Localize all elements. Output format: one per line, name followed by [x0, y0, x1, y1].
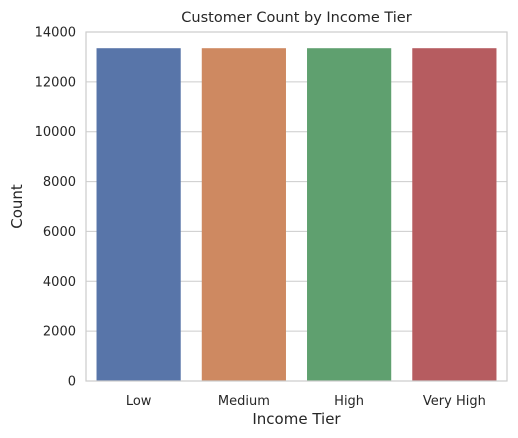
- y-tick-labels: 0 2000 4000 6000 8000 10000 12000 14000: [35, 26, 76, 390]
- y-tick-label-4: 8000: [43, 175, 76, 190]
- x-tick-label-2: High: [334, 394, 364, 409]
- y-tick-label-0: 0: [68, 375, 76, 390]
- y-tick-label-1: 2000: [43, 325, 76, 340]
- y-tick-label-3: 6000: [43, 225, 76, 240]
- bar-medium: [201, 48, 286, 381]
- y-tick-label-2: 4000: [43, 275, 76, 290]
- x-tick-labels: Low Medium High Very High: [126, 394, 486, 409]
- x-tick-label-1: Medium: [218, 394, 270, 409]
- chart-title: Customer Count by Income Tier: [181, 10, 411, 26]
- y-tick-label-5: 10000: [35, 125, 76, 140]
- x-tick-label-3: Very High: [423, 394, 486, 409]
- y-axis-label: Count: [8, 184, 26, 229]
- y-tick-label-7: 14000: [35, 26, 76, 41]
- bar-low: [96, 48, 181, 381]
- bar-very-high: [412, 48, 497, 381]
- y-tick-label-6: 12000: [35, 75, 76, 90]
- bars: [96, 48, 497, 381]
- bar-high: [307, 48, 392, 381]
- x-tick-label-0: Low: [126, 394, 152, 409]
- plot-frame: [85, 31, 508, 382]
- x-axis-label: Income Tier: [252, 410, 341, 428]
